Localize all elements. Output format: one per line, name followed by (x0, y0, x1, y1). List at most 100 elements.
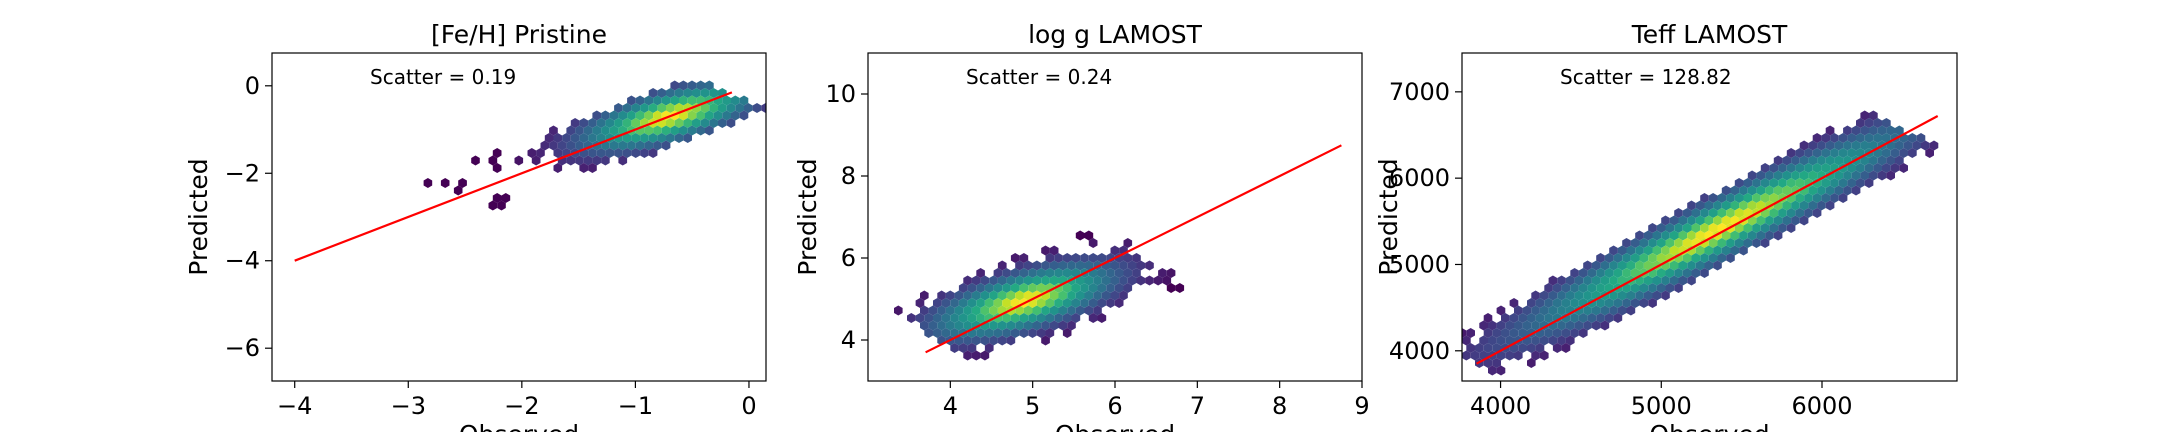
hexbin-cell (1483, 328, 1493, 338)
hexbin-cell (696, 110, 705, 121)
hexbin-cell (1145, 260, 1154, 271)
hexbin-cell (1531, 335, 1540, 346)
hexbin-cell (657, 88, 666, 98)
hexbin-cell (1708, 238, 1718, 248)
chart-title: Teff LAMOST (1631, 20, 1788, 49)
hexbin-cell (1895, 155, 1904, 166)
hexbin-cell (1596, 298, 1605, 308)
hexbin-cell (989, 305, 998, 316)
hexbin-cell (687, 95, 697, 106)
hexbin-cell (1565, 335, 1575, 346)
hexbin-cell (1015, 260, 1024, 271)
hexbin-cell (1609, 260, 1618, 271)
hexbin-cell (1518, 328, 1527, 338)
hexbin-cell (1514, 350, 1523, 361)
hexbin-cell (967, 313, 977, 323)
hexbin-cell (941, 313, 951, 323)
hexbin-cell (588, 118, 597, 128)
hexbin-cell (1535, 298, 1545, 308)
hexbin-cell (1765, 215, 1774, 226)
hexbin-cell (1743, 208, 1753, 218)
hexbin-cell (1756, 215, 1766, 226)
hexbin-cell (709, 88, 718, 98)
scatter-annotation: Scatter = 0.24 (966, 65, 1112, 89)
hexbin-cell (1674, 223, 1683, 233)
hexbin-cell (1114, 298, 1124, 308)
hexbin-cell (683, 133, 692, 143)
hexbin-cell (1669, 245, 1679, 256)
hexbin-cell (1825, 185, 1835, 196)
hexbin-cell (1158, 268, 1167, 278)
hexbin-cell (1765, 230, 1774, 241)
hexbin-cell (993, 328, 1003, 338)
hexbin-cell (1821, 163, 1831, 173)
hexbin-cell (1635, 290, 1644, 301)
hexbin-cell (1583, 305, 1592, 316)
hexbin-cell (1860, 170, 1869, 181)
hexbin-cell (1609, 290, 1618, 301)
hexbin-cell (1708, 193, 1718, 203)
hexbin-cell (588, 163, 597, 173)
hexbin-cell (980, 335, 990, 346)
y-tick-label: 4000 (1389, 337, 1450, 365)
hexbin-cell (575, 155, 584, 166)
hexbin-cell (1544, 328, 1553, 338)
hexbin-cell (1721, 200, 1731, 211)
hexbin-cell (1617, 245, 1627, 256)
hexbin-cell (1847, 178, 1856, 188)
hexbin-cell (1565, 320, 1575, 331)
hexbin-cell (1106, 283, 1115, 293)
hexbin-cell (1830, 148, 1839, 158)
hexbin-cell (1019, 253, 1029, 263)
hexbin-cell (1041, 335, 1050, 346)
hexbin-cell (1084, 230, 1094, 241)
hexbin-cell (1505, 350, 1514, 361)
hexbin-cell (967, 283, 977, 293)
hexbin-cell (933, 298, 942, 308)
hexbin-cell (609, 125, 619, 136)
hexbin-cell (679, 125, 688, 136)
hexbin-cell (1921, 140, 1930, 151)
hexbin-cell (1786, 163, 1796, 173)
hexbin-cell (1071, 253, 1081, 263)
hexbin-cell (687, 80, 697, 91)
hexbin-cell (1028, 328, 1037, 338)
hexbin-cell (1639, 298, 1649, 308)
hexbin-cell (1704, 260, 1714, 271)
hexbin-cell (1574, 320, 1584, 331)
hexbin-cell (488, 155, 498, 166)
hexbin-cell (1773, 215, 1783, 226)
hexbin-cell (1908, 148, 1917, 158)
hexbin-cell (1093, 290, 1102, 301)
hexbin-cell (1886, 125, 1895, 136)
hexbin-cell (1462, 335, 1471, 346)
hexbin-cell (1661, 215, 1670, 226)
hexbin-cell (1817, 140, 1826, 151)
hexbin-cell (1687, 260, 1696, 271)
hexbin-cell (471, 155, 480, 166)
hexbin-cell (1782, 200, 1792, 211)
hexbin-cell (1019, 328, 1029, 338)
hexbin-cell (657, 103, 666, 113)
hexbin-cell (1600, 275, 1610, 286)
hexbin-cell (1812, 148, 1822, 158)
hexbin-cell (1119, 260, 1128, 271)
y-axis-label: Predicted (793, 158, 822, 275)
hexbin-cell (739, 95, 749, 106)
hexbin-cell (1843, 125, 1852, 136)
hexbin-cell (1912, 140, 1921, 151)
hexbin-cell (1713, 260, 1722, 271)
hexbin-cell (1548, 290, 1558, 301)
hexbin-cell (1544, 283, 1553, 293)
hexbin-cell (1548, 335, 1558, 346)
hexbin-cell (1743, 193, 1753, 203)
hexbin-cell (726, 103, 736, 113)
hexbin-cell (1088, 253, 1098, 263)
hexbin-cell (924, 328, 933, 338)
hexbin-cell (1648, 283, 1657, 293)
hexbin-cell (1661, 290, 1670, 301)
hexbin-cell (1023, 275, 1033, 286)
hexbin-cell (1635, 260, 1644, 271)
y-tick-label: 5000 (1389, 250, 1450, 278)
y-tick-label: 6 (841, 244, 856, 272)
